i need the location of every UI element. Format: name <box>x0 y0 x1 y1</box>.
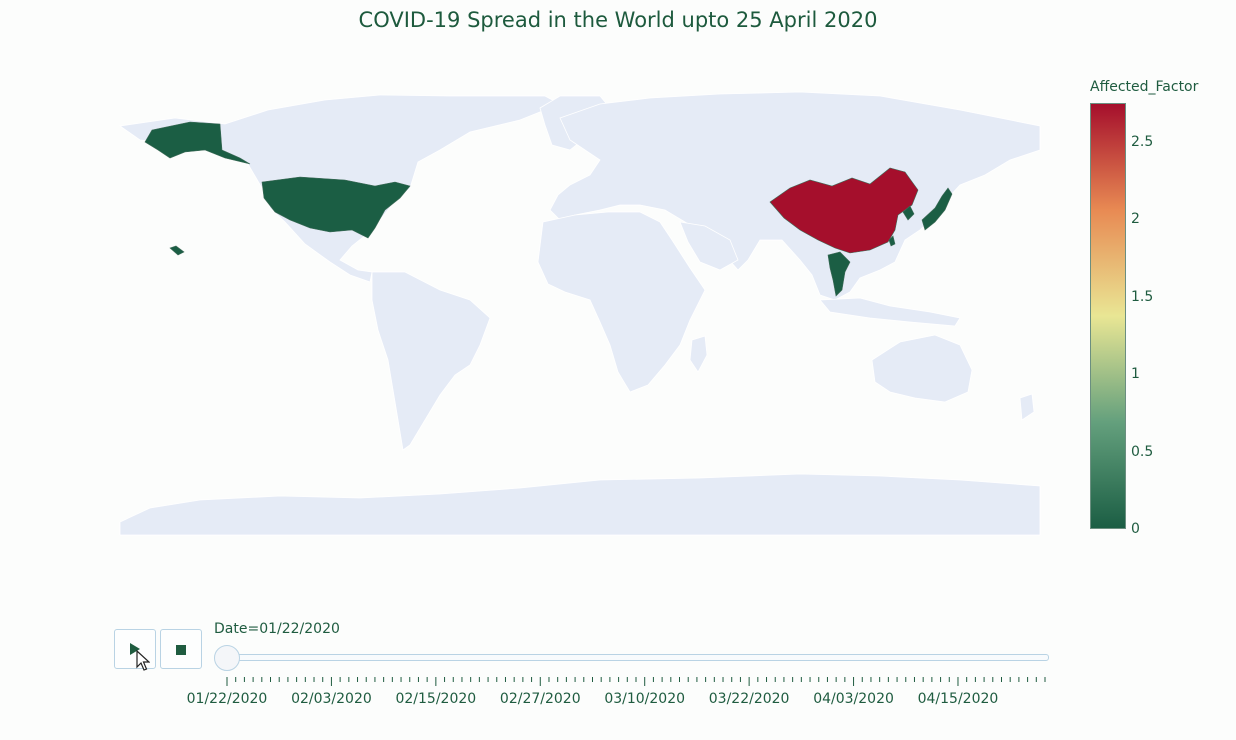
stop-icon <box>176 640 186 659</box>
slider-tick-marks <box>226 677 1046 686</box>
region-south-korea[interactable] <box>902 205 915 221</box>
colorbar-tick-label: 2 <box>1131 211 1140 228</box>
slider-tick-label[interactable]: 03/22/2020 <box>708 691 790 707</box>
slider-tick-label[interactable]: 04/03/2020 <box>813 691 894 707</box>
slider-rail[interactable] <box>219 654 1049 661</box>
slider-tick-label[interactable]: 04/15/2020 <box>917 691 999 707</box>
colorbar-title: Affected_Factor <box>1090 79 1199 95</box>
land-arabia <box>679 221 739 271</box>
play-icon <box>129 640 141 659</box>
region-taiwan[interactable] <box>888 235 896 247</box>
colorbar-tick-label: 1 <box>1131 366 1140 383</box>
land-antarctica <box>119 473 1041 536</box>
colorbar <box>1090 103 1126 529</box>
region-layer <box>144 121 953 297</box>
slider-tick-label[interactable]: 02/27/2020 <box>499 691 581 707</box>
slider-tick-label[interactable]: 02/15/2020 <box>395 691 477 707</box>
colorbar-tick-label: 0.5 <box>1131 443 1154 460</box>
colorbar-tick-label: 2.5 <box>1131 133 1154 150</box>
region-united-states[interactable] <box>169 245 185 256</box>
region-united-states[interactable] <box>144 121 251 165</box>
land-madagascar <box>689 335 708 373</box>
colorbar-tick-label: 0 <box>1131 521 1140 537</box>
slider-tick-label[interactable]: 03/10/2020 <box>604 691 686 707</box>
land-layer <box>118 91 1041 536</box>
slider-handle[interactable] <box>214 645 240 671</box>
land-australia <box>871 334 973 403</box>
land-new-zealand <box>1019 393 1035 421</box>
colorbar-tick-label: 1.5 <box>1131 288 1154 305</box>
land-indonesia <box>819 297 961 327</box>
region-thailand[interactable] <box>827 251 851 297</box>
slider-current-value: Date=01/22/2020 <box>214 621 340 637</box>
land-africa <box>537 211 706 393</box>
chart-title: COVID-19 Spread in the World upto 25 Apr… <box>358 8 878 32</box>
mouse-cursor-icon <box>136 650 150 671</box>
region-united-states[interactable] <box>261 176 411 239</box>
land-south-america <box>371 271 491 451</box>
slider-tick-label[interactable]: 01/22/2020 <box>186 691 268 707</box>
slider-tick-label[interactable]: 02/03/2020 <box>291 691 372 707</box>
region-japan[interactable] <box>921 187 953 231</box>
stop-button[interactable] <box>160 629 202 669</box>
